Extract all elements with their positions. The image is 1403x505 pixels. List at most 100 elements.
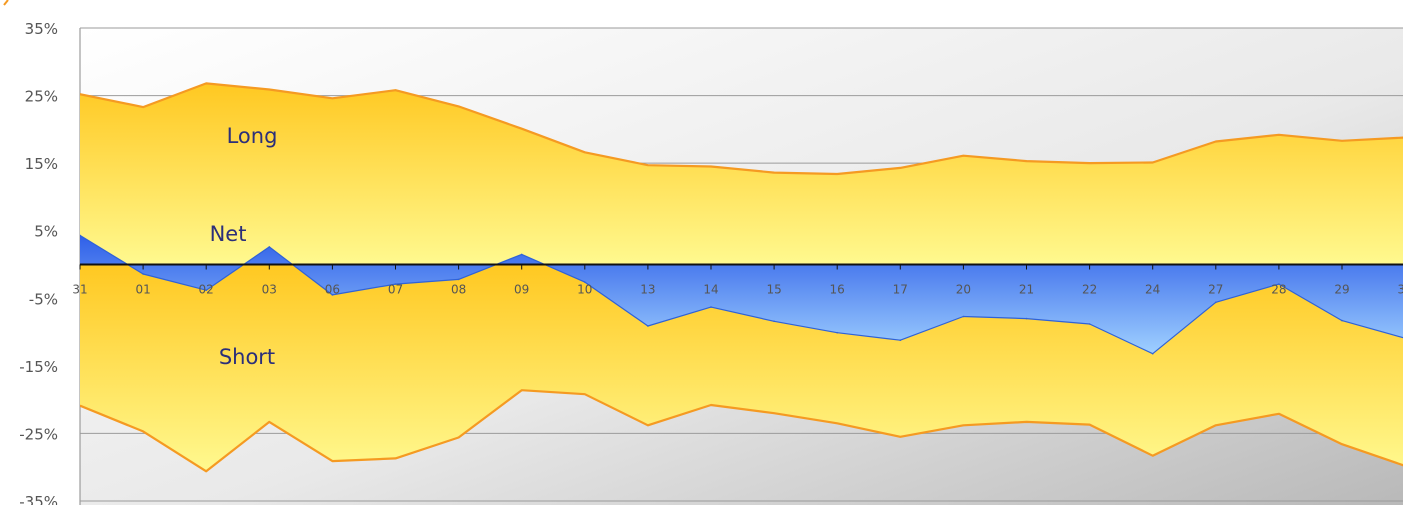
x-tick-label: 10	[577, 283, 592, 297]
series-label-long: Long	[227, 124, 278, 148]
short-point	[647, 424, 649, 427]
x-tick-label: 22	[1082, 283, 1097, 297]
net-point	[457, 278, 460, 281]
y-tick-label: 25%	[25, 88, 58, 106]
net-point	[331, 294, 334, 296]
net-point	[710, 306, 712, 308]
net-point	[962, 315, 965, 318]
net-point	[1088, 323, 1091, 325]
series-label-net: Net	[210, 222, 247, 246]
y-axis-tick-labels: 35% 25% 15% 5% -5% -15% -25% -35%	[19, 20, 58, 505]
net-point	[520, 253, 523, 256]
long-point	[647, 164, 649, 166]
net-point	[836, 331, 838, 334]
x-tick-label: 02	[199, 283, 214, 297]
net-point	[1025, 317, 1028, 320]
short-point	[962, 424, 965, 427]
net-point	[1151, 352, 1154, 355]
x-tick-label: 15	[766, 283, 781, 297]
short-point	[1151, 454, 1154, 457]
y-tick-label: -25%	[19, 425, 58, 443]
long-point	[268, 88, 271, 91]
long-point	[1151, 161, 1154, 164]
short-point	[1278, 413, 1280, 415]
y-tick-label: 15%	[25, 155, 58, 173]
long-point	[1341, 140, 1343, 142]
y-tick-label: -15%	[19, 358, 58, 376]
x-tick-label: 20	[956, 283, 971, 297]
short-point	[205, 470, 207, 473]
series-label-short: Short	[219, 345, 275, 369]
series-labels: Long Short Net	[210, 124, 278, 369]
long-point	[142, 106, 144, 108]
x-tick-label: 28	[1271, 283, 1286, 297]
long-point	[710, 165, 712, 168]
x-tick-label: 24	[1145, 283, 1160, 297]
y-tick-label: 5%	[34, 223, 58, 241]
net-point	[205, 289, 207, 292]
short-point	[1341, 443, 1343, 446]
net-point	[394, 283, 397, 285]
short-point	[836, 422, 838, 425]
x-axis-tick-labels: 31 01 02 03 06 07 08 09 10 13 14 15 16 17 20 21 22 24 27 28…	[72, 283, 1403, 297]
x-tick-label: 17	[893, 283, 908, 297]
y-tick-label: -35%	[19, 493, 58, 505]
net-point	[1215, 301, 1217, 304]
long-line	[80, 82, 1403, 176]
long-point	[80, 93, 81, 95]
long-point	[394, 89, 397, 91]
short-point	[584, 393, 586, 396]
long-point	[773, 171, 775, 174]
net-point	[142, 273, 144, 275]
net-point	[647, 325, 649, 327]
short-point	[394, 457, 397, 460]
x-tick-label: 27	[1208, 283, 1223, 297]
long-point	[331, 97, 334, 100]
x-tick-label: 07	[388, 283, 403, 297]
short-point	[1088, 423, 1091, 426]
net-point	[584, 281, 586, 283]
x-tick-label: 09	[514, 283, 529, 297]
net-point	[773, 320, 775, 323]
short-point	[1215, 424, 1217, 427]
short-point	[1025, 421, 1028, 423]
short-point	[80, 404, 81, 407]
x-tick-label: 14	[703, 283, 718, 297]
short-point	[773, 412, 775, 415]
short-point	[268, 421, 271, 423]
x-tick-label: 13	[640, 283, 655, 297]
net-point	[80, 234, 81, 237]
long-point	[836, 173, 838, 175]
net-point	[268, 246, 271, 248]
y-tick-label: 35%	[25, 20, 58, 38]
y-tick-label: -5%	[29, 290, 58, 308]
short-point	[899, 436, 902, 438]
chart-corner-mark	[3, 0, 9, 6]
long-point	[584, 151, 586, 154]
x-tick-label: 30	[1397, 283, 1403, 297]
net-line	[80, 234, 1403, 355]
net-point	[1278, 283, 1280, 285]
long-point	[1278, 134, 1280, 136]
x-tick-label: 31	[72, 283, 87, 297]
short-point	[331, 460, 334, 462]
long-point	[962, 154, 965, 157]
long-point	[457, 105, 460, 108]
long-point	[205, 82, 207, 85]
long-point	[520, 127, 523, 130]
net-point	[1341, 319, 1343, 322]
x-tick-label: 08	[451, 283, 466, 297]
short-point	[457, 436, 460, 439]
x-tick-label: 16	[830, 283, 845, 297]
long-area	[80, 83, 1403, 265]
short-line	[80, 389, 1403, 473]
long-point	[1088, 162, 1091, 164]
long-point	[1025, 160, 1028, 162]
zero-axis	[79, 263, 1403, 270]
short-point	[710, 404, 712, 406]
x-tick-label: 21	[1019, 283, 1034, 297]
x-tick-label: 03	[262, 283, 277, 297]
short-point	[142, 430, 144, 433]
long-point	[899, 167, 902, 169]
